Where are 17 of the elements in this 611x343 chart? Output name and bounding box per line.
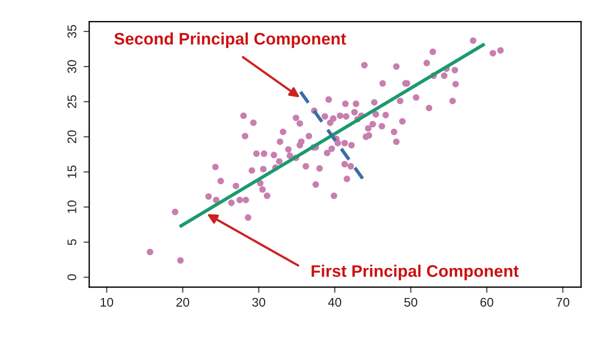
annotation: Second Principal Component <box>114 32 346 48</box>
x-tick-label: 40 <box>328 298 342 307</box>
y-tick-label: 0 <box>67 274 76 280</box>
y-tick-label: 10 <box>67 200 76 214</box>
annotation: First Principal Component <box>312 264 519 280</box>
y-tick-label: 15 <box>68 165 76 178</box>
y-tick-label: 20 <box>67 130 76 144</box>
x-tick-label: 30 <box>252 298 266 307</box>
y-tick-label: 35 <box>67 25 76 38</box>
x-tick-label: 70 <box>556 298 570 307</box>
x-tick-label: 60 <box>480 298 494 307</box>
x-tick-label: 50 <box>404 298 418 307</box>
y-tick-label: 30 <box>67 60 76 74</box>
y-tick-label: 5 <box>68 239 76 246</box>
x-tick-label: 20 <box>176 298 190 307</box>
x-tick-label: 10 <box>100 298 114 307</box>
y-tick-label: 25 <box>67 95 76 108</box>
